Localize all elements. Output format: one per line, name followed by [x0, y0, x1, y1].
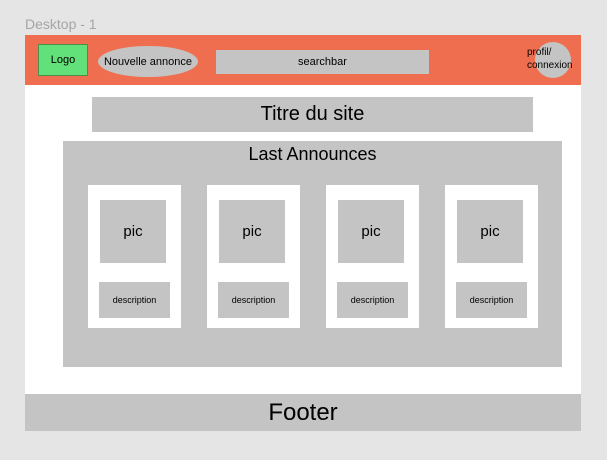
footer: Footer — [25, 394, 581, 431]
announce-card[interactable]: pic description — [445, 185, 538, 328]
announce-image[interactable]: pic — [338, 200, 404, 263]
new-ad-button[interactable]: Nouvelle annonce — [98, 46, 198, 77]
section-title: Last Announces — [248, 144, 377, 164]
announce-description: description — [99, 282, 170, 318]
profile-avatar[interactable] — [535, 42, 571, 78]
profile-login-link[interactable]: profil/ connexion — [527, 47, 573, 71]
header-bar: Logo Nouvelle annonce searchbar profil/ … — [25, 35, 581, 85]
announce-description: description — [337, 282, 408, 318]
announce-card[interactable]: pic description — [326, 185, 419, 328]
desktop-frame: Logo Nouvelle annonce searchbar profil/ … — [25, 35, 581, 431]
announce-description: description — [456, 282, 527, 318]
frame-label: Desktop - 1 — [25, 16, 97, 32]
site-title: Titre du site — [92, 97, 533, 132]
logo[interactable]: Logo — [38, 44, 88, 76]
announce-image[interactable]: pic — [100, 200, 166, 263]
announce-image[interactable]: pic — [219, 200, 285, 263]
announce-card[interactable]: pic description — [88, 185, 181, 328]
search-input[interactable]: searchbar — [216, 50, 429, 74]
last-announces-section: Last Announces pic description pic descr… — [63, 141, 562, 367]
announce-card[interactable]: pic description — [207, 185, 300, 328]
announce-image[interactable]: pic — [457, 200, 523, 263]
announce-description: description — [218, 282, 289, 318]
